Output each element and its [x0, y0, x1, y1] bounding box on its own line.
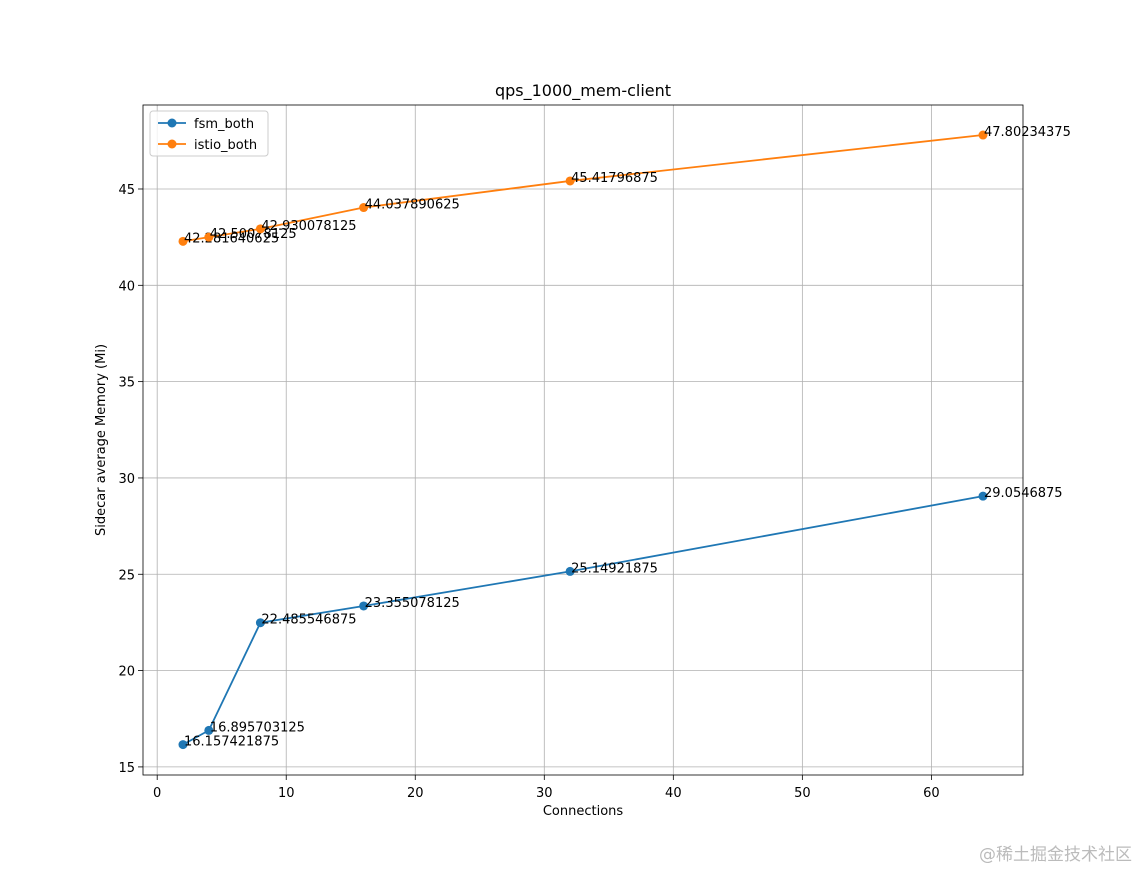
x-axis-label: Connections — [543, 804, 624, 819]
data-label: 29.0546875 — [984, 486, 1063, 501]
point — [359, 601, 369, 611]
series-line — [182, 495, 984, 746]
data-label: 22.485546875 — [261, 613, 356, 628]
y-tick-label: 45 — [118, 183, 135, 198]
point — [978, 491, 988, 501]
x-tick-label: 10 — [278, 786, 295, 801]
legend-label: istio_both — [194, 138, 257, 153]
x-tick-label: 0 — [153, 786, 161, 801]
point — [565, 566, 575, 576]
point — [178, 740, 188, 750]
y-tick-label: 40 — [118, 279, 135, 294]
data-label: 42.50078125 — [210, 227, 297, 242]
x-tick-label: 20 — [407, 786, 424, 801]
data-label: 44.037890625 — [365, 198, 460, 213]
legend-marker — [167, 139, 177, 149]
data-label: 25.14921875 — [571, 561, 658, 576]
point — [978, 130, 988, 140]
point — [359, 203, 369, 213]
watermark: @稀土掘金技术社区 — [979, 845, 1132, 865]
x-tick-label: 50 — [794, 786, 811, 801]
legend-marker — [167, 118, 177, 128]
legend-label: fsm_both — [194, 117, 254, 132]
y-tick-label: 35 — [118, 376, 135, 391]
data-label: 16.157421875 — [184, 735, 279, 750]
x-tick-label: 60 — [923, 786, 940, 801]
y-axis-label: Sidecar average Memory (Mi) — [94, 344, 109, 536]
point — [565, 176, 575, 186]
data-label: 47.80234375 — [984, 125, 1071, 140]
chart-title: qps_1000_mem-client — [495, 81, 671, 101]
data-label: 23.355078125 — [365, 596, 460, 611]
y-tick-label: 20 — [118, 665, 135, 680]
x-tick-label: 30 — [536, 786, 553, 801]
x-tick-label: 40 — [665, 786, 682, 801]
point — [255, 224, 265, 234]
data-label: 16.895703125 — [210, 720, 305, 735]
y-tick-label: 30 — [118, 472, 135, 487]
plot-frame — [142, 104, 1024, 776]
point — [204, 232, 214, 242]
data-label: 42.930078125 — [261, 219, 356, 234]
data-label: 45.41796875 — [571, 171, 658, 186]
y-tick-label: 25 — [118, 568, 135, 583]
y-tick-label: 15 — [118, 761, 135, 776]
point — [255, 618, 265, 628]
point — [178, 236, 188, 246]
point — [204, 725, 214, 735]
